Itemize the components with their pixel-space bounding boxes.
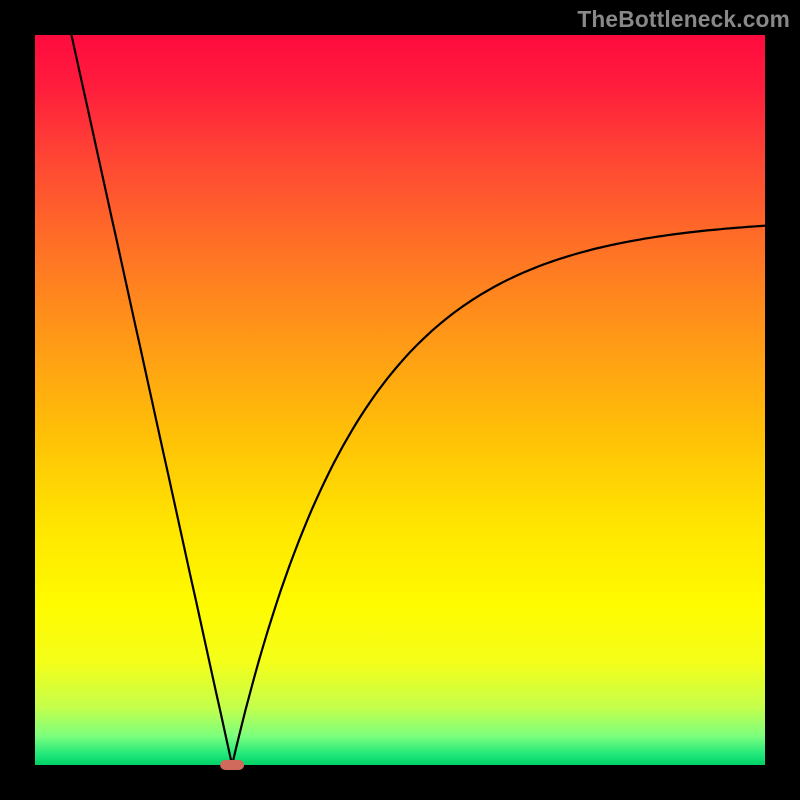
plot-area: [35, 35, 765, 765]
bottleneck-chart: TheBottleneck.com: [0, 0, 800, 800]
chart-svg: [0, 0, 800, 800]
minimum-marker: [220, 760, 244, 770]
watermark-text: TheBottleneck.com: [577, 6, 790, 33]
